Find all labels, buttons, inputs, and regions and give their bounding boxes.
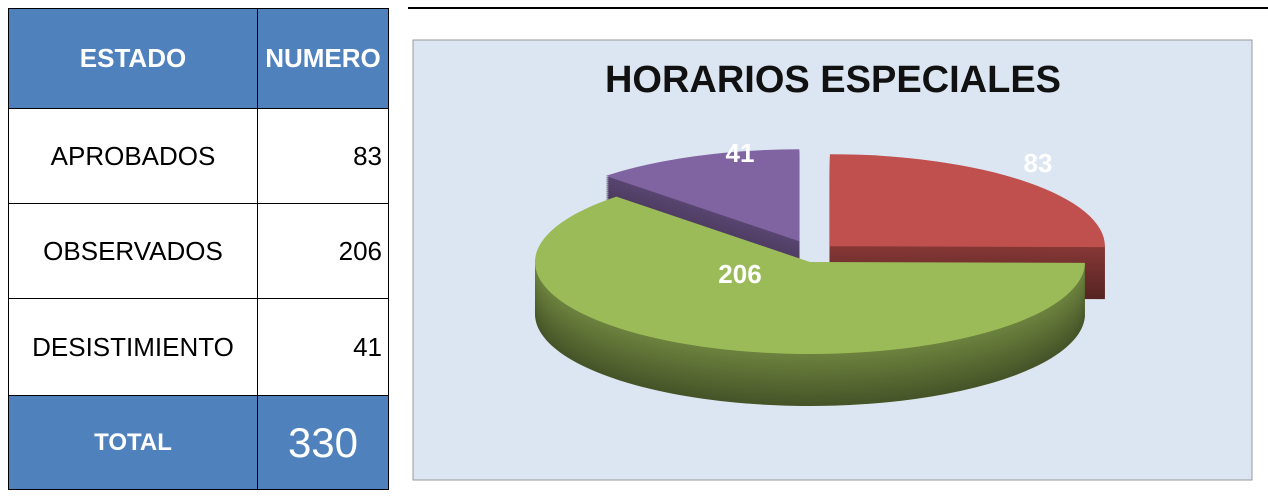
pie-slice xyxy=(535,196,1085,407)
slice-top xyxy=(535,196,1085,354)
cell: OBSERVADOS xyxy=(8,203,258,299)
slice-top xyxy=(829,154,1105,248)
summary-table: ESTADO NUMERO APROBADOS 83 OBSERVADOS 20… xyxy=(8,8,389,490)
cell: 206 xyxy=(257,203,389,299)
data-label: 206 xyxy=(718,259,761,289)
header-cell: ESTADO xyxy=(8,8,258,109)
cell: 41 xyxy=(257,298,389,396)
slice-top xyxy=(605,149,800,242)
pie-slice xyxy=(829,154,1105,300)
total-label: TOTAL xyxy=(8,395,258,490)
data-label: 83 xyxy=(1024,148,1053,178)
chart-title: HORARIOS ESPECIALES xyxy=(605,59,1061,101)
header-cell: NUMERO xyxy=(257,8,389,109)
total-value: 330 xyxy=(257,395,389,490)
data-label: 41 xyxy=(726,138,755,168)
cell: APROBADOS xyxy=(8,108,258,204)
